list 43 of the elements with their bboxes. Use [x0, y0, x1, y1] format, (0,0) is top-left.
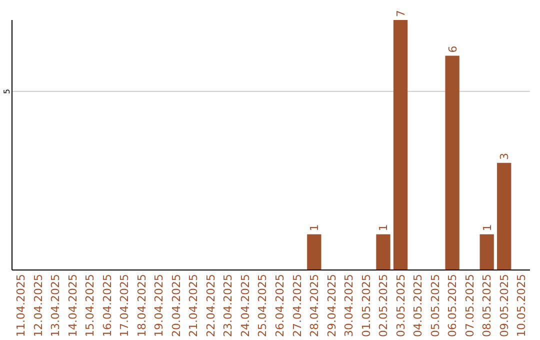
x-tick-label: 04.05.2025: [412, 274, 425, 337]
bar: [393, 20, 408, 270]
x-tick-label: 21.04.2025: [187, 274, 200, 337]
data-label: 1: [308, 224, 322, 232]
x-tick-label: 19.04.2025: [152, 274, 166, 337]
bar: [307, 234, 322, 270]
x-tick-label: 18.04.2025: [135, 274, 148, 337]
x-tick-label: 25.04.2025: [256, 274, 270, 337]
data-label: 3: [498, 152, 512, 160]
x-tick-label: 08.05.2025: [480, 274, 494, 337]
x-tick-label: 01.05.2025: [360, 274, 373, 337]
x-tick-label: 24.04.2025: [238, 274, 252, 337]
x-tick-label: 22.04.2025: [204, 274, 218, 337]
x-tick-label: 28.04.2025: [308, 274, 322, 337]
x-tick-label: 16.04.2025: [100, 274, 114, 337]
x-tick-label: 30.04.2025: [342, 274, 356, 337]
x-tick-label: 15.04.2025: [84, 274, 97, 337]
x-tick-label: 14.04.2025: [66, 274, 80, 337]
bar: [480, 234, 494, 270]
bar: [376, 234, 390, 270]
x-tick-label: 03.05.2025: [394, 274, 408, 337]
data-label: 7: [394, 10, 408, 17]
y-tick-label: 5: [2, 88, 12, 94]
x-tick-label: 07.05.2025: [463, 274, 476, 337]
x-tick-label: 06.05.2025: [446, 274, 460, 337]
x-tick-label: 12.04.2025: [32, 274, 45, 337]
x-tick-label: 05.05.2025: [428, 274, 442, 337]
x-tick-label: 20.04.2025: [170, 274, 183, 337]
x-tick-label: 11.04.2025: [14, 274, 28, 337]
data-label: 1: [480, 224, 494, 232]
x-tick-label: 26.04.2025: [273, 274, 286, 337]
x-tick-label: 09.05.2025: [498, 274, 511, 337]
x-tick-label: 27.04.2025: [290, 274, 304, 337]
data-label: 6: [446, 46, 460, 53]
x-tick-label: 17.04.2025: [118, 274, 132, 337]
bar: [497, 162, 512, 270]
x-tick-label: 23.04.2025: [222, 274, 235, 337]
x-tick-label: 10.05.2025: [515, 274, 528, 337]
data-label: 1: [377, 224, 390, 232]
bar: [445, 56, 460, 270]
x-tick-label: 02.05.2025: [377, 274, 390, 337]
x-tick-label: 13.04.2025: [49, 274, 62, 337]
x-tick-label: 29.04.2025: [325, 274, 338, 337]
